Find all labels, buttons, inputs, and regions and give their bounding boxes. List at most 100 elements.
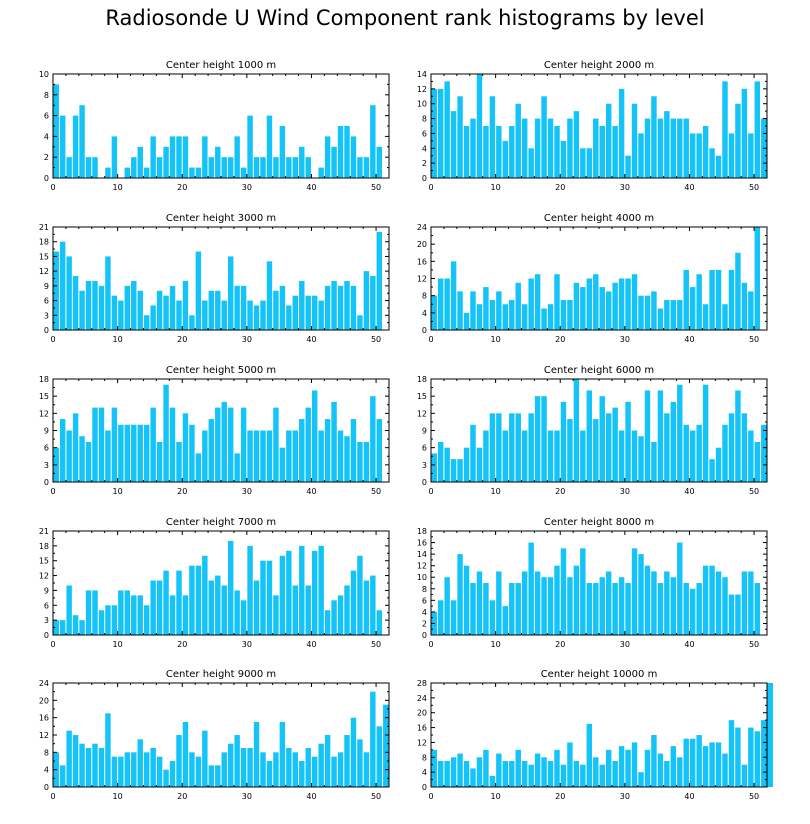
- histogram-bar: [299, 280, 305, 330]
- histogram-bar: [266, 430, 273, 482]
- histogram-bar: [593, 757, 599, 787]
- x-tick-label: 50: [749, 183, 759, 192]
- histogram-bar: [457, 291, 463, 331]
- histogram-bar: [580, 764, 586, 787]
- histogram-bar: [709, 742, 715, 787]
- histogram-bar: [483, 583, 489, 635]
- histogram-bar: [131, 752, 137, 787]
- histogram-bar: [240, 167, 247, 178]
- histogram-bar: [696, 133, 702, 178]
- histogram-bar: [483, 430, 489, 482]
- histogram-bar: [528, 148, 534, 178]
- histogram-bar: [541, 396, 547, 482]
- histogram-bar: [66, 157, 72, 178]
- histogram-bar: [202, 730, 208, 787]
- histogram-bar: [221, 585, 227, 635]
- histogram-bar: [528, 278, 534, 330]
- histogram-bar: [59, 241, 66, 330]
- histogram-bar: [253, 580, 260, 635]
- histogram-bar: [586, 723, 593, 787]
- histogram-bar: [625, 401, 631, 482]
- histogram-bar: [715, 447, 722, 482]
- x-tick-label: 0: [428, 792, 433, 801]
- x-tick-label: 40: [684, 183, 694, 192]
- histogram-bar: [702, 384, 709, 482]
- x-tick-label: 10: [113, 640, 123, 649]
- histogram-bar: [547, 304, 554, 330]
- histogram-bar: [240, 285, 247, 330]
- histogram-bar: [618, 746, 625, 787]
- histogram-bar: [437, 88, 444, 178]
- histogram-bar: [137, 146, 143, 178]
- histogram-bar: [143, 752, 150, 787]
- histogram-bar: [124, 424, 131, 482]
- histogram-bar: [502, 606, 509, 635]
- histogram-bar: [502, 304, 509, 330]
- y-tick-label: 18: [417, 375, 427, 384]
- y-tick-label: 9: [44, 427, 49, 436]
- histogram-bar: [670, 299, 677, 330]
- histogram-bar: [286, 748, 292, 787]
- histogram-bar: [573, 111, 580, 178]
- histogram-bar: [363, 441, 370, 482]
- histogram-bar: [279, 555, 286, 635]
- histogram-bar: [554, 749, 560, 787]
- panel-title: Center height 5000 m: [166, 365, 276, 376]
- histogram-bar: [509, 413, 515, 482]
- histogram-bar: [593, 274, 599, 330]
- histogram-panel-2: Center height 2000 m 0 2 4 6 8 10 12 14 0 10 20 30 40…: [417, 60, 768, 192]
- histogram-bar: [221, 401, 227, 482]
- histogram-bar: [534, 753, 541, 787]
- y-tick-label: 6: [44, 601, 49, 610]
- histogram-bar: [741, 571, 748, 635]
- y-tick-label: 10: [417, 100, 427, 109]
- histogram-bar: [202, 430, 208, 482]
- y-tick-label: 6: [422, 596, 427, 605]
- histogram-bar: [463, 565, 470, 635]
- histogram-bar: [528, 542, 534, 635]
- histogram-bar: [221, 300, 227, 330]
- histogram-bar: [363, 752, 370, 787]
- histogram-bar: [202, 555, 208, 635]
- y-tick-label: 21: [39, 223, 49, 232]
- histogram-bar: [547, 118, 554, 178]
- y-tick-label: 21: [39, 527, 49, 536]
- histogram-bar: [253, 722, 260, 787]
- histogram-bar: [370, 575, 376, 635]
- histogram-bar: [728, 720, 735, 787]
- histogram-bar: [59, 620, 66, 635]
- histogram-bar: [72, 115, 79, 178]
- y-tick-label: 0: [44, 631, 49, 640]
- histogram-bar: [638, 772, 644, 787]
- histogram-bar: [169, 761, 176, 787]
- histogram-bar: [292, 430, 299, 482]
- histogram-bar: [279, 722, 286, 787]
- histogram-bar: [227, 256, 234, 330]
- histogram-panel-8: Center height 8000 m 0 2 4 6 8 10 12 14 16 18 0 10 20…: [417, 517, 768, 649]
- y-tick-label: 4: [44, 766, 49, 775]
- histogram-bar: [370, 396, 376, 482]
- histogram-bar: [521, 571, 528, 635]
- histogram-bar: [722, 753, 728, 787]
- histogram-bar: [189, 565, 195, 635]
- histogram-bar: [450, 459, 457, 482]
- panel-title: Center height 3000 m: [166, 213, 276, 224]
- histogram-bar: [163, 146, 169, 178]
- histogram-bar: [324, 136, 331, 178]
- y-tick-label: 6: [422, 129, 427, 138]
- x-tick-label: 40: [684, 640, 694, 649]
- histogram-bar: [670, 401, 677, 482]
- histogram-bar: [163, 384, 169, 482]
- histogram-bar: [215, 146, 221, 178]
- histogram-bar: [376, 231, 383, 330]
- histogram-bar: [150, 580, 156, 635]
- x-tick-label: 30: [242, 335, 252, 344]
- histogram-bar: [292, 295, 299, 330]
- y-tick-label: 12: [417, 738, 427, 747]
- histogram-bar: [463, 761, 470, 787]
- histogram-bar: [664, 111, 670, 178]
- histogram-bar: [202, 300, 208, 330]
- histogram-bar: [156, 290, 163, 330]
- histogram-bar: [554, 565, 560, 635]
- x-tick-label: 10: [491, 183, 501, 192]
